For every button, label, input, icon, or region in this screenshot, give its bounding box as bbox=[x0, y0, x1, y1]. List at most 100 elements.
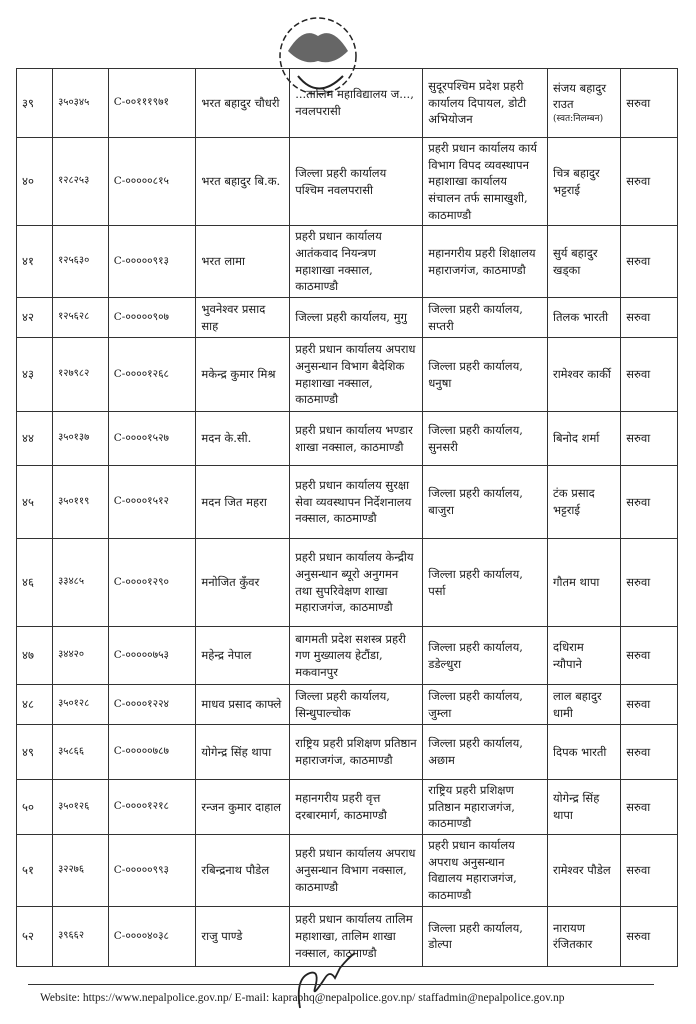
serial-number-text: ४९ bbox=[22, 744, 34, 759]
code-number-text: C-०००००७५३ bbox=[113, 648, 170, 661]
code-number: C-०००००९१३ bbox=[107, 225, 197, 299]
replacement-name-text: नारायण रंजितकार bbox=[553, 920, 593, 952]
serial-number: ४३ bbox=[15, 337, 54, 413]
status: सरुवा bbox=[620, 538, 678, 628]
current-office: जिल्ला प्रहरी कार्यालय, सिन्धुपाल्चोक bbox=[289, 684, 424, 726]
serial-number-text: ४७ bbox=[22, 648, 34, 663]
replacement-name-text: योगेन्द्र सिंह थापा bbox=[553, 791, 600, 823]
status-text: सरुवा bbox=[626, 494, 651, 509]
code-number: C-०००००८१५ bbox=[107, 136, 197, 227]
current-office-text: प्रहरी प्रधान कार्यालय अपराध अनुसन्धान व… bbox=[295, 846, 416, 894]
transfer-office: प्रहरी प्रधान कार्यालय अपराध अनुसन्धान व… bbox=[422, 834, 548, 907]
replacement-name: बिनोद शर्मा bbox=[546, 411, 622, 467]
transfer-table: ३९ ३५०३४५ C-००१११९७१ भरत बहादुर चौधरी ...ताल… bbox=[15, 68, 678, 967]
status: सरुवा bbox=[620, 465, 678, 540]
current-office: प्रहरी प्रधान कार्यालय सुरक्षा सेवा व्यव… bbox=[289, 465, 424, 540]
status-text: सरुवा bbox=[626, 928, 651, 943]
status-text: सरुवा bbox=[626, 95, 651, 110]
employee-id: १२५६२८ bbox=[52, 297, 109, 339]
replacement-name-text: दिपक भारती bbox=[553, 744, 607, 759]
employee-name: रबिन्द्रनाथ पौडेल bbox=[195, 834, 291, 907]
status: सरुवा bbox=[620, 724, 678, 781]
footer-divider bbox=[28, 984, 654, 985]
employee-id: ३९६६२ bbox=[52, 905, 109, 967]
status: सरुवा bbox=[620, 68, 678, 138]
employee-id: १२८२५३ bbox=[52, 136, 109, 227]
transfer-office-text: प्रहरी प्रधान कार्यालय कार्य विभाग विपद … bbox=[428, 141, 537, 222]
replacement-name-text: चित्र बहादुर भट्टराई bbox=[553, 166, 600, 197]
replacement-name: सुर्य बहादुर खड्का bbox=[546, 225, 622, 299]
employee-name-text: मदन के.सी. bbox=[201, 431, 252, 446]
serial-number-text: ४६ bbox=[22, 575, 34, 590]
employee-id: ३५०११९ bbox=[52, 465, 109, 540]
table-row: ५० ३५०१२६ C-००००१२१८ रन्जन कुमार दाहाल महानग… bbox=[15, 779, 678, 836]
serial-number: ४१ bbox=[15, 225, 54, 299]
code-number-text: C-००१११९७१ bbox=[113, 96, 170, 109]
status-text: सरुवा bbox=[626, 648, 651, 663]
serial-number-text: ४३ bbox=[22, 367, 34, 382]
serial-number: ४५ bbox=[15, 465, 54, 540]
employee-name: मदन के.सी. bbox=[195, 411, 291, 467]
status-text: सरुवा bbox=[626, 310, 651, 325]
employee-name: राजु पाण्डे bbox=[195, 905, 291, 967]
serial-number-text: ४० bbox=[22, 174, 34, 189]
current-office-text: जिल्ला प्रहरी कार्यालय, मुगु bbox=[295, 310, 407, 325]
code-number-text: C-००००१२२४ bbox=[113, 697, 170, 710]
replacement-name-text: बिनोद शर्मा bbox=[553, 431, 600, 446]
code-number-text: C-०००००९०७ bbox=[113, 310, 170, 323]
employee-name-text: भरत बहादुर बि.क. bbox=[201, 174, 281, 189]
employee-name-text: योगेन्द्र सिंह थापा bbox=[201, 744, 272, 759]
replacement-name-text: संजय बहादुर राउत bbox=[553, 80, 607, 112]
employee-id-text: ३५०१२६ bbox=[58, 800, 90, 812]
transfer-office: जिल्ला प्रहरी कार्यालय, डोल्पा bbox=[422, 905, 548, 967]
code-number: C-००००१५१२ bbox=[107, 465, 197, 540]
replacement-name: तिलक भारती bbox=[546, 297, 622, 339]
current-office: प्रहरी प्रधान कार्यालय तालिम महाशाखा, ता… bbox=[289, 905, 424, 967]
transfer-office-text: प्रहरी प्रधान कार्यालय अपराध अनुसन्धान व… bbox=[428, 838, 517, 903]
status: सरुवा bbox=[620, 834, 678, 907]
employee-id-text: १२५६२८ bbox=[58, 311, 90, 323]
code-number: C-००००१२९० bbox=[107, 538, 197, 628]
code-number-text: C-००००१२९० bbox=[113, 575, 170, 588]
status: सरुवा bbox=[620, 684, 678, 726]
current-office: जिल्ला प्रहरी कार्यालय, मुगु bbox=[289, 297, 424, 339]
current-office: प्रहरी प्रधान कार्यालय केन्द्रीय अनुसन्ध… bbox=[289, 538, 424, 628]
status: सरुवा bbox=[620, 297, 678, 339]
status-text: सरुवा bbox=[626, 575, 651, 590]
status-text: सरुवा bbox=[626, 697, 651, 712]
code-number-text: C-०००००९१३ bbox=[113, 255, 170, 268]
employee-id-text: ३५०१२८ bbox=[58, 698, 90, 710]
current-office: प्रहरी प्रधान कार्यालय आतंकवाद नियन्त्रण… bbox=[289, 225, 424, 299]
replacement-name-text: दधिराम न्यौपाने bbox=[553, 639, 584, 671]
transfer-office-text: जिल्ला प्रहरी कार्यालय, डोल्पा bbox=[428, 920, 523, 952]
replacement-name-text: गौतम थापा bbox=[553, 575, 600, 590]
current-office-text: प्रहरी प्रधान कार्यालय केन्द्रीय अनुसन्ध… bbox=[295, 550, 414, 615]
table-row: ४६ ३३४८५ C-००००१२९० मनोजित कुँवर प्रहरी प्रध… bbox=[15, 538, 678, 628]
status-text: सरुवा bbox=[626, 744, 651, 759]
serial-number: ४४ bbox=[15, 411, 54, 467]
status-text: सरुवा bbox=[626, 174, 651, 189]
serial-number-text: ३९ bbox=[22, 95, 34, 110]
table-row: ४० १२८२५३ C-०००००८१५ भरत बहादुर बि.क. जिल्ला… bbox=[15, 136, 678, 227]
status: सरुवा bbox=[620, 136, 678, 227]
employee-id-text: ३४४२० bbox=[58, 649, 85, 661]
employee-name-text: मकेन्द्र कुमार मिश्र bbox=[201, 367, 276, 382]
transfer-office: राष्ट्रिय प्रहरी प्रशिक्षण प्रतिष्ठान मह… bbox=[422, 779, 548, 836]
table-row: ४८ ३५०१२८ C-००००१२२४ माधव प्रसाद काफ्ले जिल्… bbox=[15, 684, 678, 726]
current-office-text: जिल्ला प्रहरी कार्यालय, सिन्धुपाल्चोक bbox=[295, 688, 390, 720]
table-row: ३९ ३५०३४५ C-००१११९७१ भरत बहादुर चौधरी ...ताल… bbox=[15, 68, 678, 138]
replacement-name-text: रामेश्वर कार्की bbox=[553, 367, 611, 382]
employee-id-text: १२५६३० bbox=[58, 255, 90, 267]
current-office-text: जिल्ला प्रहरी कार्यालय पश्चिम नवलपरासी bbox=[295, 166, 387, 197]
transfer-office: जिल्ला प्रहरी कार्यालय, पर्सा bbox=[422, 538, 548, 628]
code-number: C-००००४०३८ bbox=[107, 905, 197, 967]
serial-number-text: ५१ bbox=[22, 863, 34, 878]
replacement-name-text: रामेश्वर पौडेल bbox=[553, 863, 611, 878]
serial-number-text: ४४ bbox=[22, 431, 34, 446]
replacement-name: दिपक भारती bbox=[546, 724, 622, 781]
table-row: ४४ ३५०१३७ C-००००१५२७ मदन के.सी. प्रहरी प्रधा… bbox=[15, 411, 678, 467]
table-row: ४२ १२५६२८ C-०००००९०७ भुवनेश्वर प्रसाद साह जि… bbox=[15, 297, 678, 339]
employee-id-text: ३३४८५ bbox=[58, 576, 85, 588]
signature bbox=[297, 952, 356, 1009]
current-office-text: महानगरीय प्रहरी वृत्त दरबारमार्ग, काठमाण… bbox=[295, 791, 387, 823]
